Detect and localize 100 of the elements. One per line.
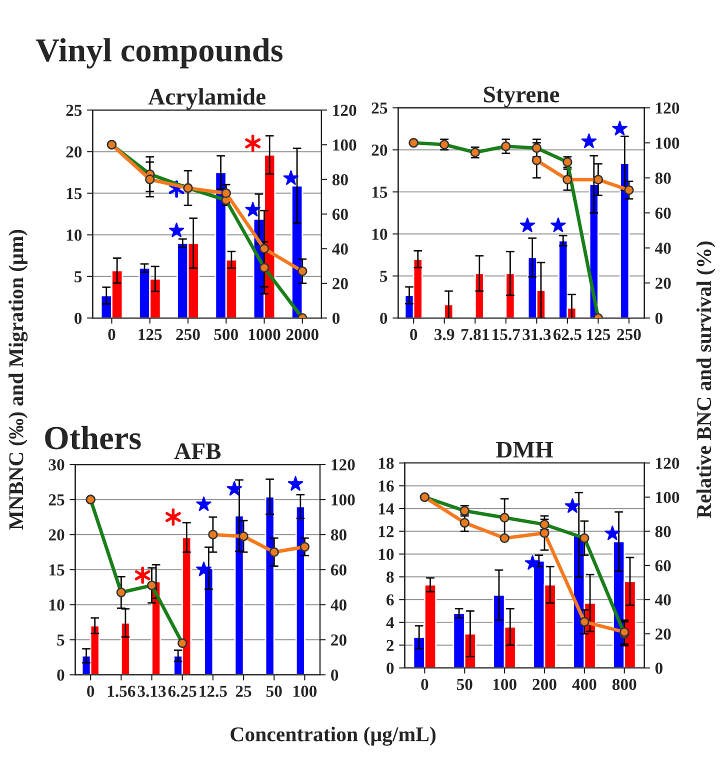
x-tick-label: 1000: [248, 328, 280, 340]
point: [269, 547, 279, 557]
point: [221, 188, 231, 198]
x-tick-label: 12.5: [200, 686, 227, 697]
y-tick-label: 14: [378, 503, 394, 514]
bar: [120, 622, 130, 675]
point: [168, 222, 184, 238]
y-tick-label: 20: [66, 146, 82, 158]
y2-tick-label: 40: [655, 242, 671, 254]
x-tick-label: 2000: [286, 328, 318, 340]
y2-tick-label: 100: [333, 139, 356, 151]
x-tick-label: 100: [294, 686, 317, 697]
y2-tick-label: 20: [655, 278, 671, 289]
x-tick-label: 250: [176, 328, 200, 340]
point: [145, 174, 155, 184]
point: [593, 174, 604, 184]
point: [624, 185, 634, 195]
bar: [620, 162, 630, 318]
chart-title: Acrylamide: [148, 88, 266, 110]
y-tick-label: 0: [74, 312, 82, 324]
y2-tick-label: 100: [332, 494, 355, 506]
x-tick-label: 500: [214, 328, 238, 340]
point: [245, 134, 261, 152]
y-tick-label: 25: [48, 494, 64, 506]
y-tick-label: 30: [48, 459, 64, 470]
x-tick-label: 1.56: [108, 686, 136, 697]
x-tick-label: 50: [456, 678, 472, 690]
y2-tick-label: 100: [656, 138, 680, 149]
y2-tick-label: 60: [655, 560, 671, 572]
bar: [295, 506, 306, 675]
y2-tick-label: 40: [655, 594, 671, 606]
point: [562, 174, 572, 184]
y-tick-label: 0: [57, 669, 64, 681]
x-tick-label: 0: [410, 328, 418, 340]
x-tick-label: 3.9: [434, 328, 454, 340]
x-tick-label: 6.25: [168, 686, 196, 697]
y-tick-label: 20: [48, 529, 64, 541]
y-tick-label: 5: [380, 270, 388, 282]
y-tick-label: 25: [372, 102, 388, 114]
x-tick-label: 200: [532, 678, 556, 690]
x-tick-label: 50: [266, 686, 282, 697]
x-tick-label: 3.13: [138, 686, 166, 697]
y2-tick-label: 120: [332, 459, 355, 470]
y2-tick-label: 80: [655, 526, 671, 538]
point: [500, 533, 510, 543]
y-tick-label: 15: [372, 186, 388, 198]
y-tick-label: 0: [380, 312, 388, 324]
point: [298, 266, 308, 276]
y2-tick-label: 60: [332, 208, 348, 220]
y2-tick-label: 0: [655, 662, 662, 674]
x-tick-label: 0: [108, 328, 116, 340]
y2-tick-label: 0: [332, 312, 340, 324]
y-tick-label: 15: [50, 564, 64, 576]
y2-tick-label: 60: [330, 564, 346, 576]
chart-title: Styrene: [484, 86, 560, 108]
x-tick-label: 7.81: [461, 328, 489, 340]
y-tick-label: 12: [378, 526, 394, 538]
y-tick-label: 10: [372, 228, 388, 240]
text: Others: [45, 426, 141, 450]
point: [259, 244, 270, 254]
x-tick-label: 400: [572, 678, 596, 690]
x-tick-label: 25: [236, 686, 252, 697]
point: [208, 530, 218, 540]
y2-tick-label: 40: [330, 599, 346, 611]
y2-tick-label: 120: [656, 458, 680, 469]
y2-tick-label: 0: [655, 312, 662, 324]
y2-tick-label: 60: [655, 208, 671, 219]
chart-title: DMH: [496, 442, 553, 458]
y-tick-label: 25: [66, 104, 82, 116]
y-tick-label: 4: [386, 617, 394, 628]
y-tick-label: 8: [386, 572, 394, 583]
y-tick-label: 18: [378, 458, 394, 469]
y-tick-label: 10: [378, 548, 394, 560]
y2-tick-label: 40: [332, 243, 348, 255]
x-tick-label: 250: [617, 328, 641, 340]
x-tick-label: 0: [421, 678, 428, 690]
y2-tick-label: 120: [656, 102, 680, 114]
y2-tick-label: 80: [330, 529, 346, 541]
y-tick-label: 16: [378, 480, 394, 492]
y-tick-label: 2: [386, 640, 394, 651]
point: [300, 542, 310, 552]
point: [580, 616, 590, 627]
y2-tick-label: 80: [655, 172, 671, 184]
x-tick-label: 125: [138, 328, 162, 340]
point: [245, 202, 260, 216]
y-tick-label: 5: [74, 271, 82, 282]
y2-tick-label: 80: [332, 174, 348, 186]
y2-tick-label: 20: [331, 634, 346, 646]
y-axis-title: MNBNC (‰) and Migration (μm): [8, 230, 28, 530]
y-tick-label: 6: [386, 594, 394, 606]
x-tick-label: 62.5: [553, 328, 582, 340]
x-tick-label: 15.7: [492, 329, 520, 340]
point: [460, 518, 470, 528]
x-tick-label: 100: [493, 678, 516, 690]
y2-tick-label: 20: [332, 278, 348, 290]
bar: [234, 514, 244, 675]
y2-tick-label: 120: [333, 104, 356, 116]
y2-tick-label: 0: [331, 669, 338, 681]
point: [238, 531, 248, 542]
point: [283, 170, 299, 185]
